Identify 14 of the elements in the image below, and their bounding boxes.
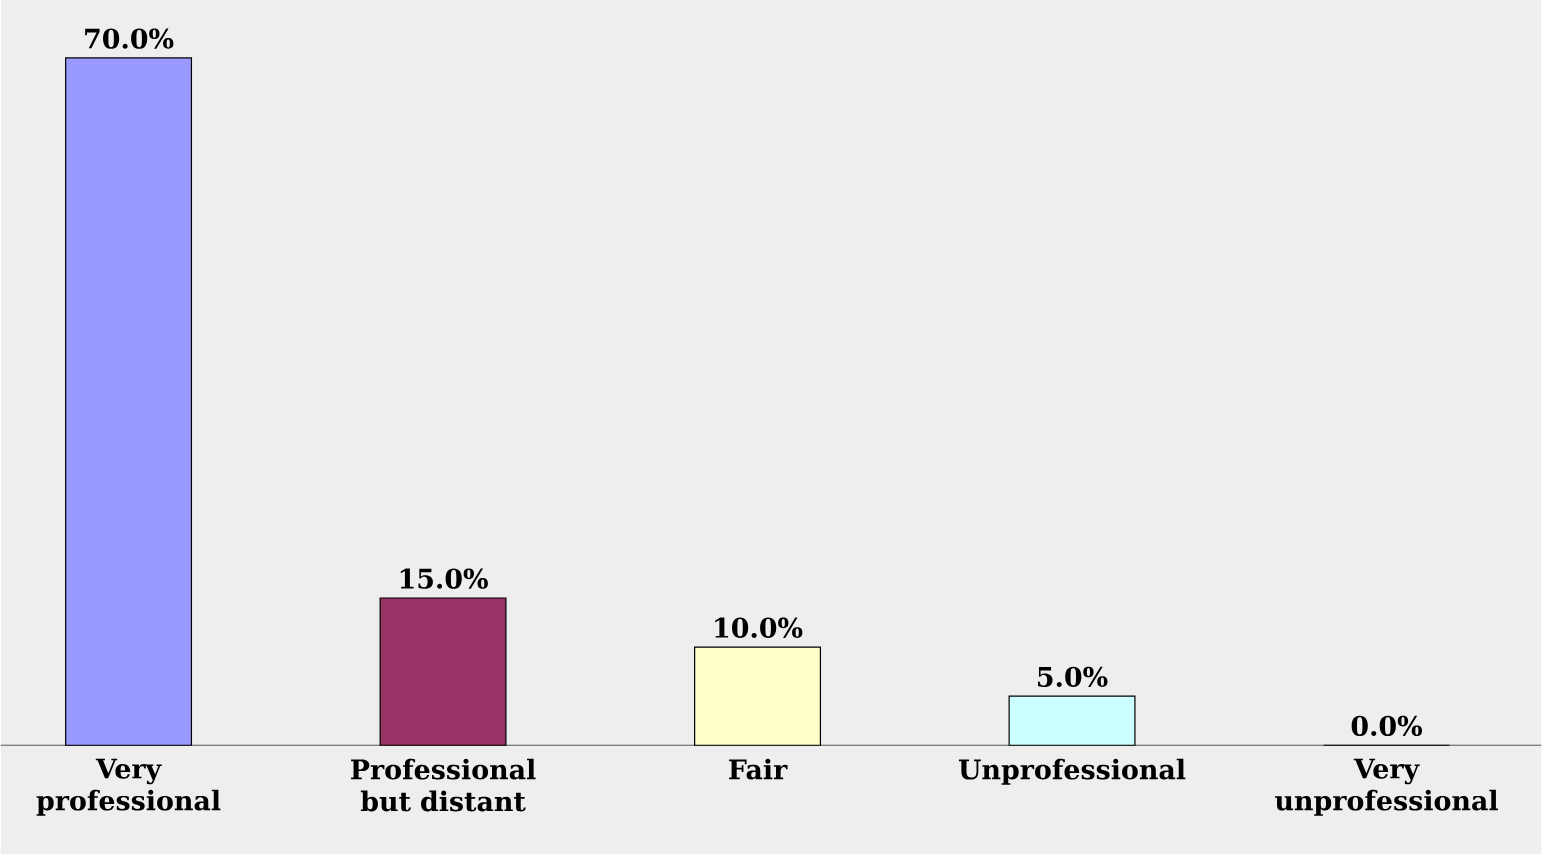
x-tick-label: Professional but distant — [351, 758, 536, 812]
x-tick-label: Very unprofessional — [1275, 758, 1498, 816]
x-tick-label: Fair — [729, 758, 788, 780]
x-tick-label: Very professional — [36, 758, 221, 816]
data-label: 10.0% — [715, 617, 803, 638]
x-tick-label: Unprofessional — [958, 758, 1186, 785]
bar — [379, 597, 507, 746]
data-label: 0.0% — [1351, 715, 1423, 736]
data-label: 70.0% — [85, 28, 174, 49]
bar — [1008, 695, 1136, 746]
data-label: 15.0% — [400, 568, 488, 589]
bar — [65, 57, 193, 746]
data-label: 5.0% — [1038, 666, 1108, 687]
bar — [694, 646, 822, 746]
